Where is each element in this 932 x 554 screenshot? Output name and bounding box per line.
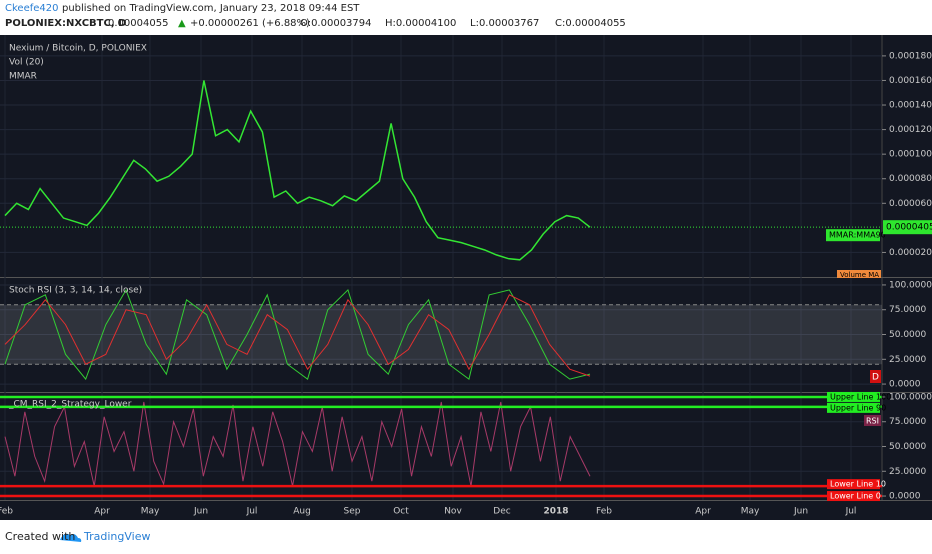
mma-label-box	[826, 229, 880, 242]
mma-label: MMAR:MMA90	[829, 231, 886, 240]
symbol: POLONIEX:NXCBTC, D	[5, 18, 126, 29]
time-label: Jun	[793, 507, 808, 517]
pane-title: _CM_RSI_2_Strategy_Lower	[8, 400, 132, 410]
indicator-label: MMAR	[9, 72, 37, 82]
stoch-line	[4, 294, 591, 377]
time-label: Aug	[293, 507, 311, 517]
y-tick-label: 25.0000	[889, 355, 926, 365]
chart-layer	[0, 35, 882, 500]
last-price: 0.00004055	[108, 18, 168, 29]
tradingview-logo	[60, 533, 82, 542]
level-label-box	[827, 491, 880, 502]
y-tick-label: 50.0000	[889, 442, 926, 452]
level-label-box	[827, 479, 880, 490]
time-label: Jun	[193, 507, 208, 517]
time-label: Jul	[246, 507, 258, 517]
footer-brand[interactable]: TradingView	[83, 530, 150, 543]
badge: D	[872, 373, 879, 383]
level-label: Lower Line 0	[830, 492, 881, 501]
time-label: Feb	[596, 507, 612, 517]
y-tick-label: 0.00014000	[889, 101, 932, 111]
stoch-line	[4, 288, 591, 381]
y-tick-label: 0.00010000	[889, 150, 932, 160]
y-tick-label: 0.0000	[889, 380, 921, 390]
pane-title: Nexium / Bitcoin, D, POLONIEX	[9, 44, 147, 54]
y-tick-label: 0.00012000	[889, 125, 932, 135]
y-tick-label: 0.0000	[889, 492, 921, 502]
stoch-band	[0, 304, 882, 365]
y-tick-label: 0.00006000	[889, 199, 932, 209]
volume-label: Volume MA	[840, 271, 879, 279]
badge-box	[870, 370, 881, 383]
ohlc: O:0.00003794	[300, 18, 372, 29]
indicator-label: Vol (20)	[9, 58, 44, 68]
y-tick-label: 75.0000	[889, 417, 926, 427]
pane-title: Stoch RSI (3, 3, 14, 14, close)	[9, 286, 142, 296]
time-label: Feb	[0, 507, 13, 517]
time-label: 2018	[543, 507, 568, 517]
time-label: May	[141, 507, 160, 517]
y-tick-label: 25.0000	[889, 467, 926, 477]
ohlc: L:0.00003767	[470, 18, 539, 29]
time-label: Jul	[845, 507, 857, 517]
author[interactable]: Ckeefe420	[5, 3, 58, 14]
time-label: Sep	[344, 507, 361, 517]
time-label: May	[741, 507, 760, 517]
y-tick-label: 100.0000	[889, 392, 932, 402]
y-tick-label: 0.00018000	[889, 51, 932, 61]
footer-created: Created with	[5, 530, 75, 543]
y-tick-label: 0.00002000	[889, 248, 932, 258]
change: +0.00000261 (+6.88%)	[190, 18, 310, 29]
y-tick-label: 0.00016000	[889, 76, 932, 86]
level-label-box	[827, 402, 880, 413]
y-tick-label: 0.00008000	[889, 174, 932, 184]
level-label: Lower Line 10	[830, 480, 886, 489]
arrow: ▲	[178, 18, 186, 29]
published: published on TradingView.com, January 23…	[62, 3, 360, 14]
volume-label-box	[837, 270, 881, 278]
time-label: Nov	[444, 507, 462, 517]
y-tick-label: 75.0000	[889, 305, 926, 315]
rsi-line	[4, 401, 591, 487]
price-label: 0.00004055	[886, 223, 932, 233]
time-label: Dec	[493, 507, 510, 517]
time-label: Oct	[393, 507, 409, 517]
time-label: Apr	[94, 507, 110, 517]
y-tick-label: 100.0000	[889, 280, 932, 290]
time-label: Apr	[695, 507, 711, 517]
level-label-box	[827, 391, 880, 402]
badge: RSI	[866, 417, 879, 426]
price-label-box	[883, 220, 932, 235]
ohlc: H:0.00004100	[385, 18, 456, 29]
level-label: Upper Line 100	[830, 392, 891, 401]
y-tick-label: 50.0000	[889, 330, 926, 340]
ohlc: C:0.00004055	[555, 18, 626, 29]
badge-box	[864, 415, 881, 426]
price-line	[4, 80, 591, 261]
level-label: Upper Line 90	[830, 403, 886, 412]
